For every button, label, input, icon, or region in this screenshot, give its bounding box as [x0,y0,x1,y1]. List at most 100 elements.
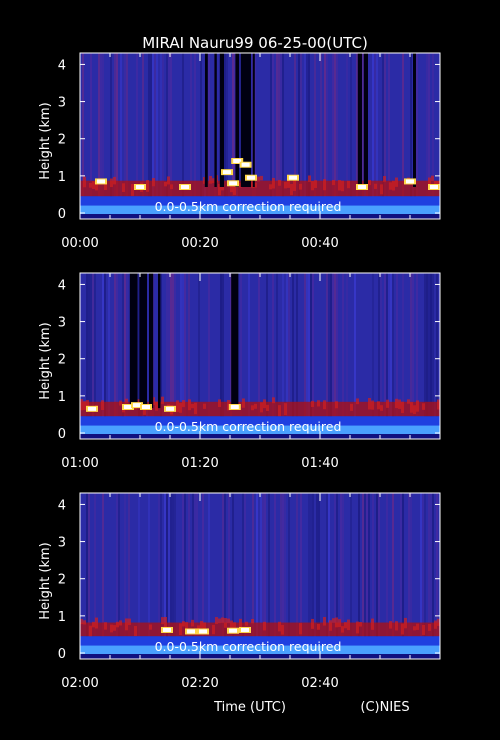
blocked-column [363,53,368,187]
y-tick-label: 3 [58,536,66,551]
noise-streak [92,273,94,439]
noise-streak [94,493,96,659]
noise-streak [254,53,256,219]
noise-streak [88,493,90,659]
cloud-return [136,185,144,189]
noise-streak [252,493,254,659]
boundary-layer-speckle [407,399,410,404]
noise-streak [208,493,210,659]
boundary-layer-speckle [149,624,152,630]
boundary-layer-speckle [167,176,170,185]
noise-streak [312,493,314,659]
noise-streak [362,493,364,659]
boundary-layer-speckle [218,183,221,196]
noise-streak [432,53,434,219]
noise-streak [276,273,278,439]
boundary-layer-speckle [356,621,359,634]
boundary-layer-speckle [125,618,128,631]
noise-streak [184,273,186,439]
panel-2: 0.0-0.5km correction required 0 1 2 3 4 01:00 0… [38,272,441,471]
noise-streak [128,493,130,659]
noise-streak [334,273,336,439]
noise-streak [224,53,226,219]
boundary-layer-speckle [95,617,98,629]
y-tick-label: 4 [58,58,66,73]
boundary-layer-speckle [83,401,86,410]
noise-streak [426,53,428,219]
noise-streak [384,273,386,439]
noise-streak [198,273,200,439]
boundary-layer-speckle [227,400,230,411]
noise-streak [232,53,234,219]
blocked-column [139,273,148,409]
boundary-layer-speckle [161,396,164,404]
noise-streak [368,493,370,659]
boundary-layer-speckle [116,621,119,628]
cloud-return [406,179,414,184]
noise-streak [168,273,170,439]
noise-streak [266,273,268,439]
noise-streak [298,53,300,219]
boundary-layer-speckle [164,181,167,187]
boundary-layer-speckle [185,622,188,629]
noise-streak [274,493,276,659]
noise-streak [108,273,110,439]
boundary-layer-speckle [323,400,326,410]
boundary-layer-speckle [410,402,413,413]
boundary-layer-speckle [251,405,254,411]
noise-streak [346,273,348,439]
noise-streak [202,493,204,659]
noise-streak [136,53,138,219]
noise-streak [170,493,172,659]
correction-note: 0.0-0.5km correction required [155,199,342,214]
noise-streak [314,53,316,219]
x-tick-label: 02:20 [181,676,218,691]
noise-streak [124,273,126,439]
boundary-layer-speckle [200,620,203,629]
noise-streak [326,493,328,659]
noise-streak [294,53,296,219]
boundary-layer-speckle [356,398,359,405]
noise-streak [170,273,172,439]
noise-streak [232,493,234,659]
boundary-layer-speckle [263,621,266,631]
boundary-layer-speckle [89,182,92,188]
noise-streak [350,53,352,219]
noise-streak [196,493,198,659]
noise-streak [164,493,166,659]
noise-streak [208,273,210,439]
noise-streak [226,53,228,219]
cloud-return [142,405,150,409]
y-tick-label: 0 [58,427,66,442]
noise-streak [268,493,270,659]
noise-streak [386,493,388,659]
cloud-return [223,170,231,175]
noise-streak [152,53,154,219]
correction-note: 0.0-0.5km correction required [155,419,342,434]
noise-streak [400,493,402,659]
boundary-layer-speckle [401,623,404,635]
noise-streak [402,53,404,219]
boundary-layer-speckle [395,177,398,187]
boundary-layer-speckle [311,181,314,191]
boundary-layer-speckle [278,405,281,417]
noise-streak [276,53,278,219]
boundary-layer-speckle [176,400,179,413]
noise-streak [422,493,424,659]
boundary-layer-speckle [359,621,362,627]
boundary-layer-speckle [119,620,122,626]
boundary-layer-speckle [314,180,317,188]
boundary-layer-speckle [377,401,380,410]
noise-streak [156,53,158,219]
boundary-layer-speckle [332,179,335,186]
noise-streak [148,53,150,219]
boundary-layer-speckle [269,184,272,190]
noise-streak [328,493,330,659]
boundary-layer-speckle [113,625,116,631]
y-axis-label: Height (km) [38,322,53,399]
blocked-column [219,53,224,187]
noise-streak [180,273,182,439]
boundary-layer-speckle [179,623,182,635]
noise-streak [416,273,418,439]
boundary-layer-speckle [209,175,212,184]
